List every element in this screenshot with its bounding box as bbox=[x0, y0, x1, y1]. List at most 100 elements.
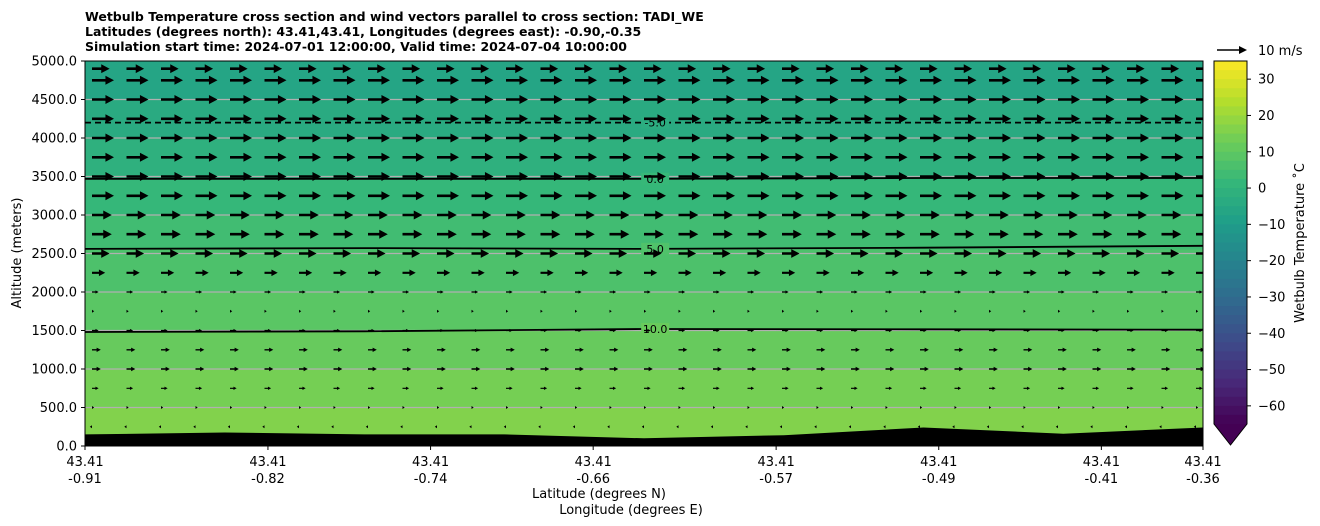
wind-arrow bbox=[1161, 191, 1184, 201]
wind-arrow bbox=[471, 95, 494, 104]
wind-arrow bbox=[161, 64, 179, 74]
colorbar-segment bbox=[1214, 405, 1247, 416]
wind-arrow bbox=[851, 366, 860, 372]
wind-arrow bbox=[471, 406, 474, 409]
wind-arrow bbox=[1127, 64, 1145, 74]
wind-arrow bbox=[954, 328, 962, 333]
wind-arrow bbox=[402, 75, 425, 85]
wind-arrow bbox=[368, 406, 371, 409]
wind-arrow bbox=[1092, 133, 1115, 143]
wind-arrow bbox=[230, 210, 250, 220]
wind-arrow bbox=[644, 269, 658, 277]
wind-arrow bbox=[230, 172, 252, 181]
wind-arrow bbox=[368, 328, 375, 333]
wind-arrow bbox=[1196, 347, 1203, 352]
wind-arrow bbox=[227, 425, 230, 429]
wind-arrow bbox=[402, 249, 421, 258]
wind-arrow bbox=[126, 386, 134, 390]
wind-arrow bbox=[92, 95, 114, 104]
wind-arrow bbox=[437, 309, 440, 313]
contour-label-3: 10.0 bbox=[643, 323, 668, 336]
wind-arrow bbox=[575, 75, 597, 85]
wind-arrow bbox=[851, 133, 873, 143]
wind-arrow bbox=[1161, 347, 1171, 352]
colorbar-segment bbox=[1214, 287, 1247, 298]
wind-arrow bbox=[92, 133, 114, 143]
wind-arrow bbox=[161, 347, 170, 352]
wind-arrow bbox=[230, 290, 237, 294]
wind-arrow bbox=[747, 191, 770, 201]
wind-arrow bbox=[885, 269, 899, 277]
wind-arrow bbox=[885, 249, 904, 258]
wind-arrow bbox=[1092, 191, 1115, 201]
wind-arrow bbox=[678, 347, 688, 352]
wind-arrow bbox=[126, 328, 134, 333]
wind-arrow bbox=[954, 347, 964, 352]
wind-arrow bbox=[126, 133, 149, 143]
wind-arrow bbox=[195, 386, 203, 390]
wind-arrow bbox=[920, 328, 927, 333]
wind-arrow bbox=[1161, 229, 1182, 239]
x-tick-lat-label: 43.41 bbox=[66, 455, 103, 470]
colorbar-segment bbox=[1214, 124, 1247, 135]
wind-arrow bbox=[885, 75, 908, 85]
wind-arrow bbox=[747, 172, 770, 181]
wind-arrow bbox=[195, 172, 218, 181]
wind-arrow bbox=[333, 133, 356, 143]
wind-arrow bbox=[644, 386, 651, 390]
wind-arrow bbox=[644, 114, 666, 124]
wind-arrow bbox=[195, 269, 209, 277]
wind-arrow bbox=[713, 95, 735, 104]
wind-arrow bbox=[851, 64, 869, 74]
wind-arrow bbox=[678, 366, 688, 372]
wind-arrow bbox=[299, 347, 308, 352]
wind-arrow bbox=[575, 406, 578, 409]
colorbar-segment bbox=[1214, 142, 1247, 153]
wind-arrow bbox=[644, 249, 662, 258]
wind-arrow bbox=[954, 64, 973, 74]
wind-arrow bbox=[678, 406, 681, 409]
wind-arrow bbox=[713, 309, 716, 313]
wind-arrow bbox=[885, 328, 893, 333]
wind-arrow bbox=[920, 210, 940, 220]
wind-arrow bbox=[299, 152, 321, 162]
x-tick-lat-label: 43.41 bbox=[412, 455, 449, 470]
wind-arrow bbox=[368, 172, 390, 181]
wind-arrow bbox=[713, 366, 722, 372]
wind-arrow bbox=[1092, 328, 1100, 333]
wind-arrow bbox=[92, 347, 101, 352]
wind-arrow bbox=[954, 309, 957, 313]
wind-arrow bbox=[193, 425, 196, 429]
wind-arrow bbox=[264, 133, 287, 143]
wind-arrow bbox=[506, 309, 509, 313]
wind-arrow bbox=[644, 309, 647, 313]
wind-arrow bbox=[437, 269, 451, 277]
wind-arrow bbox=[885, 366, 895, 372]
wind-arrow bbox=[1127, 406, 1130, 409]
wind-arrow bbox=[540, 75, 563, 85]
wind-arrow bbox=[954, 152, 977, 162]
wind-arrow bbox=[195, 64, 214, 74]
wind-arrow bbox=[230, 249, 248, 258]
wind-arrow bbox=[644, 290, 651, 294]
wind-arrow bbox=[161, 366, 170, 372]
wind-arrow bbox=[575, 229, 595, 239]
colorbar-tick-label: −10 bbox=[1258, 218, 1285, 233]
wind-arrow bbox=[264, 406, 267, 409]
x-tick-lon-label: -0.82 bbox=[251, 472, 285, 487]
wind-arrow bbox=[1127, 328, 1134, 333]
wind-arrow bbox=[299, 290, 306, 294]
wind-arrow bbox=[1196, 156, 1203, 159]
wind-arrow bbox=[678, 386, 686, 390]
colorbar-segment bbox=[1214, 315, 1247, 325]
wind-arrow bbox=[710, 425, 713, 429]
wind-arrow bbox=[506, 95, 528, 104]
wind-arrow bbox=[506, 406, 509, 409]
wind-arrow bbox=[989, 386, 996, 390]
wind-arrow bbox=[885, 386, 893, 390]
colorbar-segment bbox=[1214, 242, 1247, 253]
wind-arrow bbox=[437, 152, 459, 162]
wind-arrow bbox=[1023, 191, 1046, 201]
x-tick-lon-label: -0.91 bbox=[68, 472, 102, 487]
wind-arrow bbox=[713, 229, 733, 239]
